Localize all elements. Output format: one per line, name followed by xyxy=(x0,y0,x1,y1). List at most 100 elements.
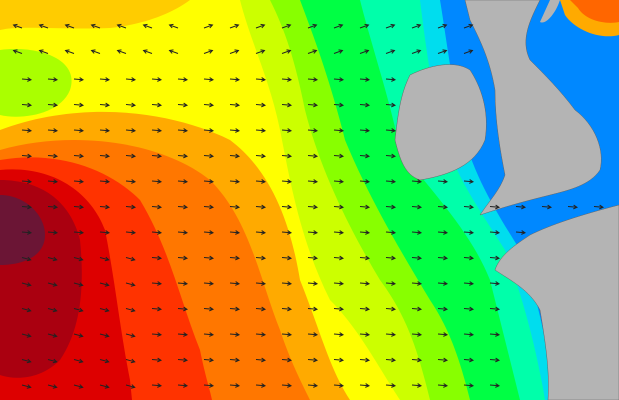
land-britain xyxy=(464,0,602,216)
arrow xyxy=(47,307,58,313)
arrow xyxy=(307,306,319,312)
arrow xyxy=(177,332,189,337)
arrow xyxy=(125,282,136,287)
arrow xyxy=(229,153,241,159)
arrow xyxy=(359,153,371,159)
arrow xyxy=(463,179,475,184)
arrow xyxy=(151,77,163,82)
arrow xyxy=(333,102,345,108)
arrow xyxy=(177,102,189,108)
arrow xyxy=(177,204,189,210)
arrow xyxy=(593,204,605,210)
arrow xyxy=(47,153,59,159)
arrow xyxy=(47,230,59,235)
arrow xyxy=(47,102,59,108)
arrow xyxy=(38,49,49,54)
arrow xyxy=(229,49,240,54)
arrow xyxy=(385,102,397,108)
arrow xyxy=(255,204,267,210)
arrow xyxy=(411,332,423,337)
arrow xyxy=(90,23,101,29)
arrow xyxy=(385,49,396,54)
arrow xyxy=(385,281,397,286)
arrow xyxy=(359,204,371,210)
arrow xyxy=(463,383,475,388)
arrow xyxy=(437,230,449,235)
arrow xyxy=(73,153,85,159)
arrow xyxy=(177,357,189,363)
arrow xyxy=(151,255,163,261)
arrow xyxy=(116,23,127,29)
arrow xyxy=(21,153,33,159)
arrow xyxy=(125,384,136,389)
arrow xyxy=(333,357,345,363)
arrow xyxy=(359,49,370,54)
arrow xyxy=(177,230,189,235)
arrow xyxy=(281,128,293,133)
band-gold-top xyxy=(0,0,190,30)
arrow xyxy=(411,204,423,210)
arrow xyxy=(489,357,501,363)
arrow xyxy=(229,230,241,235)
arrow xyxy=(333,204,345,210)
arrow xyxy=(203,255,215,261)
arrow xyxy=(203,357,215,363)
arrow xyxy=(359,179,371,184)
arrow xyxy=(281,179,293,184)
arrow xyxy=(12,23,23,29)
arrow xyxy=(463,49,474,54)
arrow xyxy=(116,49,127,54)
arrow xyxy=(203,230,215,235)
arrow xyxy=(177,77,189,82)
arrow xyxy=(489,383,501,388)
arrow xyxy=(307,204,319,210)
arrow xyxy=(99,128,111,133)
arrow xyxy=(229,204,241,210)
arrow xyxy=(229,128,241,133)
arrow xyxy=(203,306,215,312)
arrow xyxy=(99,179,111,184)
arrow xyxy=(151,281,163,286)
arrow xyxy=(125,307,136,313)
arrow xyxy=(333,281,345,286)
arrow xyxy=(359,332,371,337)
arrow xyxy=(567,204,579,210)
arrow xyxy=(73,102,85,108)
arrow xyxy=(359,77,371,82)
arrow xyxy=(168,49,179,54)
arrow xyxy=(411,357,423,363)
arrow xyxy=(307,255,319,261)
arrow xyxy=(47,358,58,364)
arrow xyxy=(38,23,49,29)
arrow xyxy=(73,77,85,82)
arrow xyxy=(255,281,267,286)
arrow xyxy=(359,281,371,286)
arrow xyxy=(125,230,137,235)
arrow xyxy=(385,77,397,82)
arrow xyxy=(281,204,293,210)
arrow xyxy=(541,204,553,210)
arrow xyxy=(255,357,267,363)
arrow xyxy=(73,282,84,287)
arrow xyxy=(385,357,397,363)
arrow xyxy=(203,204,215,210)
arrow xyxy=(229,255,241,261)
arrow xyxy=(203,49,214,54)
arrow xyxy=(73,384,84,389)
arrow xyxy=(463,357,475,363)
arrow xyxy=(463,230,475,235)
arrow xyxy=(21,102,33,108)
arrow xyxy=(73,128,85,133)
arrow xyxy=(99,77,111,82)
arrow xyxy=(307,332,319,337)
arrow xyxy=(47,256,58,262)
arrow xyxy=(359,128,371,133)
blob-green xyxy=(0,49,72,117)
arrow xyxy=(151,179,163,184)
arrow xyxy=(255,383,267,388)
arrow xyxy=(437,332,449,337)
arrow xyxy=(437,357,449,363)
arrow xyxy=(21,179,33,184)
arrow xyxy=(333,179,345,184)
arrow xyxy=(47,282,58,287)
